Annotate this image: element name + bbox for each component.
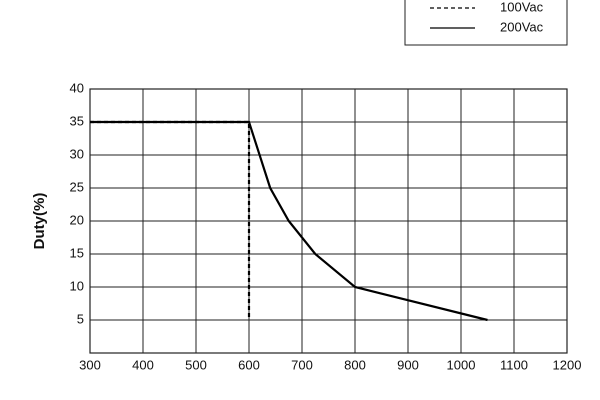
x-tick-label: 1100 bbox=[500, 357, 528, 372]
x-tick-label: 1000 bbox=[447, 357, 476, 372]
x-tick-label: 600 bbox=[238, 357, 260, 372]
line bbox=[90, 120, 488, 322]
y-tick-label: 25 bbox=[70, 179, 84, 194]
y-tick-label: 20 bbox=[70, 212, 84, 227]
y-tick-label: 40 bbox=[70, 80, 84, 95]
x-tick-label: 900 bbox=[397, 357, 419, 372]
y-tick-label: 35 bbox=[70, 113, 84, 128]
y-tick-label: 10 bbox=[70, 278, 84, 293]
x-tick-label: 500 bbox=[185, 357, 207, 372]
legend-label: 200Vac bbox=[500, 19, 544, 34]
y-axis-label: Duty(%) bbox=[31, 193, 48, 250]
x-tick-label: 400 bbox=[132, 357, 154, 372]
y-tick-label: 30 bbox=[70, 146, 84, 161]
x-tick-label: 800 bbox=[344, 357, 366, 372]
x-tick-label: 700 bbox=[291, 357, 313, 372]
x-tick-label: 1200 bbox=[553, 357, 582, 372]
y-tick-label: 15 bbox=[70, 245, 84, 260]
x-tick-label: 300 bbox=[79, 357, 101, 372]
y-tick-label: 5 bbox=[77, 311, 84, 326]
legend-label: 100Vac bbox=[500, 0, 544, 14]
legend-box bbox=[404, 0, 568, 46]
